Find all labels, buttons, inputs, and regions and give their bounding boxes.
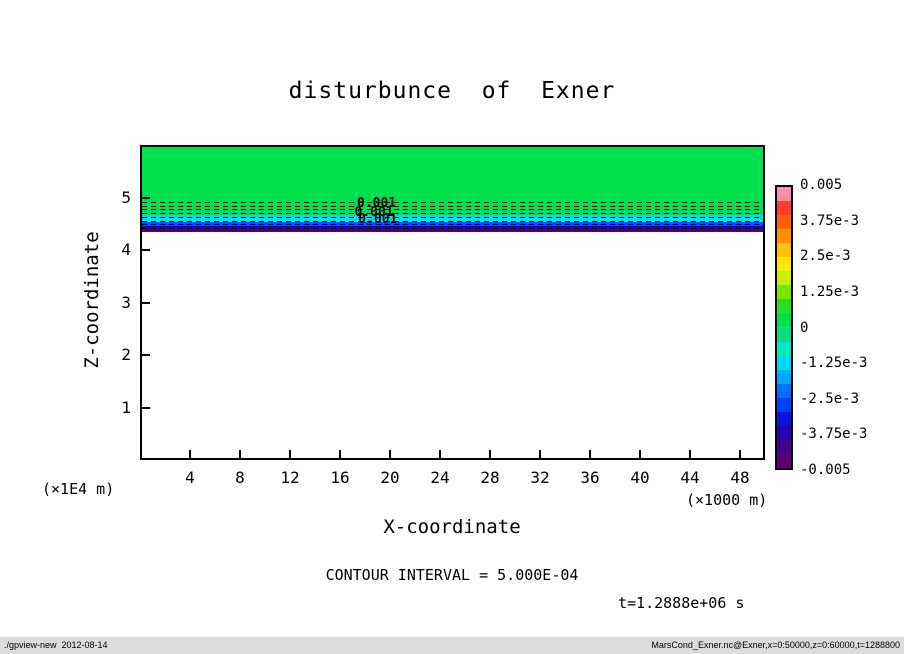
y-tick-label: 1: [121, 397, 131, 417]
fill-band: [142, 147, 763, 216]
colorbar-segment: [777, 439, 791, 454]
x-tick-mark: [689, 450, 691, 458]
colorbar-segment: [777, 229, 791, 244]
colorbar-segment: [777, 201, 791, 216]
colorbar-tick-label: -0.005: [800, 462, 851, 478]
fill-band: [142, 225, 763, 229]
footer-left-text: ./gpview-new 2012-08-14: [4, 640, 108, 650]
x-tick-label: 24: [430, 468, 450, 487]
colorbar-segment: [777, 355, 791, 370]
colorbar-segment: [777, 285, 791, 300]
colorbar-segment: [777, 299, 791, 314]
contour-line: [142, 213, 763, 215]
contour-line: [142, 209, 763, 211]
colorbar-tick-label: 0.005: [800, 177, 843, 193]
colorbar-segment: [777, 257, 791, 272]
colorbar-segment: [777, 341, 791, 356]
colorbar-segment: [777, 369, 791, 384]
x-tick-label: 20: [380, 468, 400, 487]
contour-interval-text: CONTOUR INTERVAL = 5.000E-04: [325, 566, 579, 584]
y-tick-label: 4: [121, 240, 131, 259]
colorbar-segment: [777, 187, 791, 202]
contour-line: [142, 224, 763, 226]
x-tick-label: 28: [480, 468, 500, 487]
colorbar-segment: [777, 327, 791, 342]
colorbar-tick-label: -2.5e-3: [800, 390, 860, 407]
contour-value-label: 0.001: [358, 211, 398, 227]
x-tick-mark: [289, 450, 291, 458]
x-tick-label: 4: [185, 468, 195, 487]
fill-band: [142, 222, 763, 226]
colorbar-tick-label: 3.75e-3: [800, 212, 860, 229]
y-tick-mark: [142, 196, 150, 199]
x-tick-mark: [739, 450, 741, 458]
footer-right-text: MarsCond_Exner.nc@Exner,x=0:50000,z=0:60…: [651, 640, 900, 650]
x-tick-label: 16: [330, 468, 350, 487]
y-axis-unit: (×1E4 m): [42, 480, 115, 498]
x-tick-label: 48: [730, 468, 750, 487]
x-tick-mark: [489, 450, 491, 458]
x-tick-label: 8: [235, 468, 245, 487]
y-tick-label: 5: [121, 187, 131, 207]
contour-value-label: 0.001: [357, 196, 397, 212]
chart-title: disturbunce of Exner: [288, 78, 616, 104]
x-tick-mark: [339, 450, 341, 458]
colorbar-segment: [777, 215, 791, 230]
contour-line: [142, 216, 763, 218]
y-tick-label: 3: [121, 292, 131, 312]
x-tick-mark: [389, 450, 391, 458]
colorbar-tick-label: -1.25e-3: [800, 355, 868, 372]
contour-line: [142, 220, 763, 222]
x-axis-unit: (×1000 m): [686, 491, 768, 509]
footer-bar: ./gpview-new 2012-08-14 MarsCond_Exner.n…: [0, 637, 904, 654]
colorbar-tick-label: 2.5e-3: [800, 248, 851, 265]
fill-band: [142, 215, 763, 223]
x-tick-mark: [589, 450, 591, 458]
colorbar-tick-label: -3.75e-3: [800, 426, 868, 443]
x-tick-mark: [639, 450, 641, 458]
colorbar-segment: [777, 313, 791, 328]
fill-band: [142, 228, 763, 232]
colorbar-segment: [777, 453, 791, 468]
time-text: t=1.2888e+06 s: [618, 594, 745, 612]
y-tick-mark: [142, 249, 150, 251]
colorbar-segment: [777, 397, 791, 412]
x-tick-label: 36: [580, 468, 600, 487]
x-tick-mark: [189, 450, 191, 458]
x-tick-label: 12: [280, 468, 300, 487]
colorbar-tick-label: 0: [800, 319, 809, 336]
colorbar: [775, 185, 793, 470]
contour-line: [142, 227, 763, 229]
colorbar-segment: [777, 425, 791, 440]
y-tick-mark: [142, 301, 150, 304]
colorbar-segment: [777, 411, 791, 426]
colorbar-tick-label: 1.25e-3: [800, 283, 860, 300]
plot-frame: 0.001 0.001 0.001: [140, 145, 765, 460]
contour-value-label: 0.001: [354, 205, 394, 221]
x-tick-mark: [439, 450, 441, 458]
x-tick-label: 32: [530, 468, 550, 487]
contour-line: [142, 205, 763, 207]
colorbar-segment: [777, 383, 791, 398]
y-tick-mark: [142, 354, 150, 356]
x-axis-label: X-coordinate: [383, 516, 521, 538]
y-tick-mark: [142, 406, 150, 409]
colorbar-segment: [777, 271, 791, 286]
x-tick-mark: [239, 450, 241, 458]
colorbar-segment: [777, 243, 791, 258]
x-tick-label: 40: [630, 468, 650, 487]
x-tick-label: 44: [680, 468, 700, 487]
x-tick-mark: [539, 450, 541, 458]
plot-area: 0.001 0.001 0.001: [142, 147, 763, 458]
y-tick-label: 2: [121, 345, 131, 364]
contour-line: [142, 202, 763, 204]
